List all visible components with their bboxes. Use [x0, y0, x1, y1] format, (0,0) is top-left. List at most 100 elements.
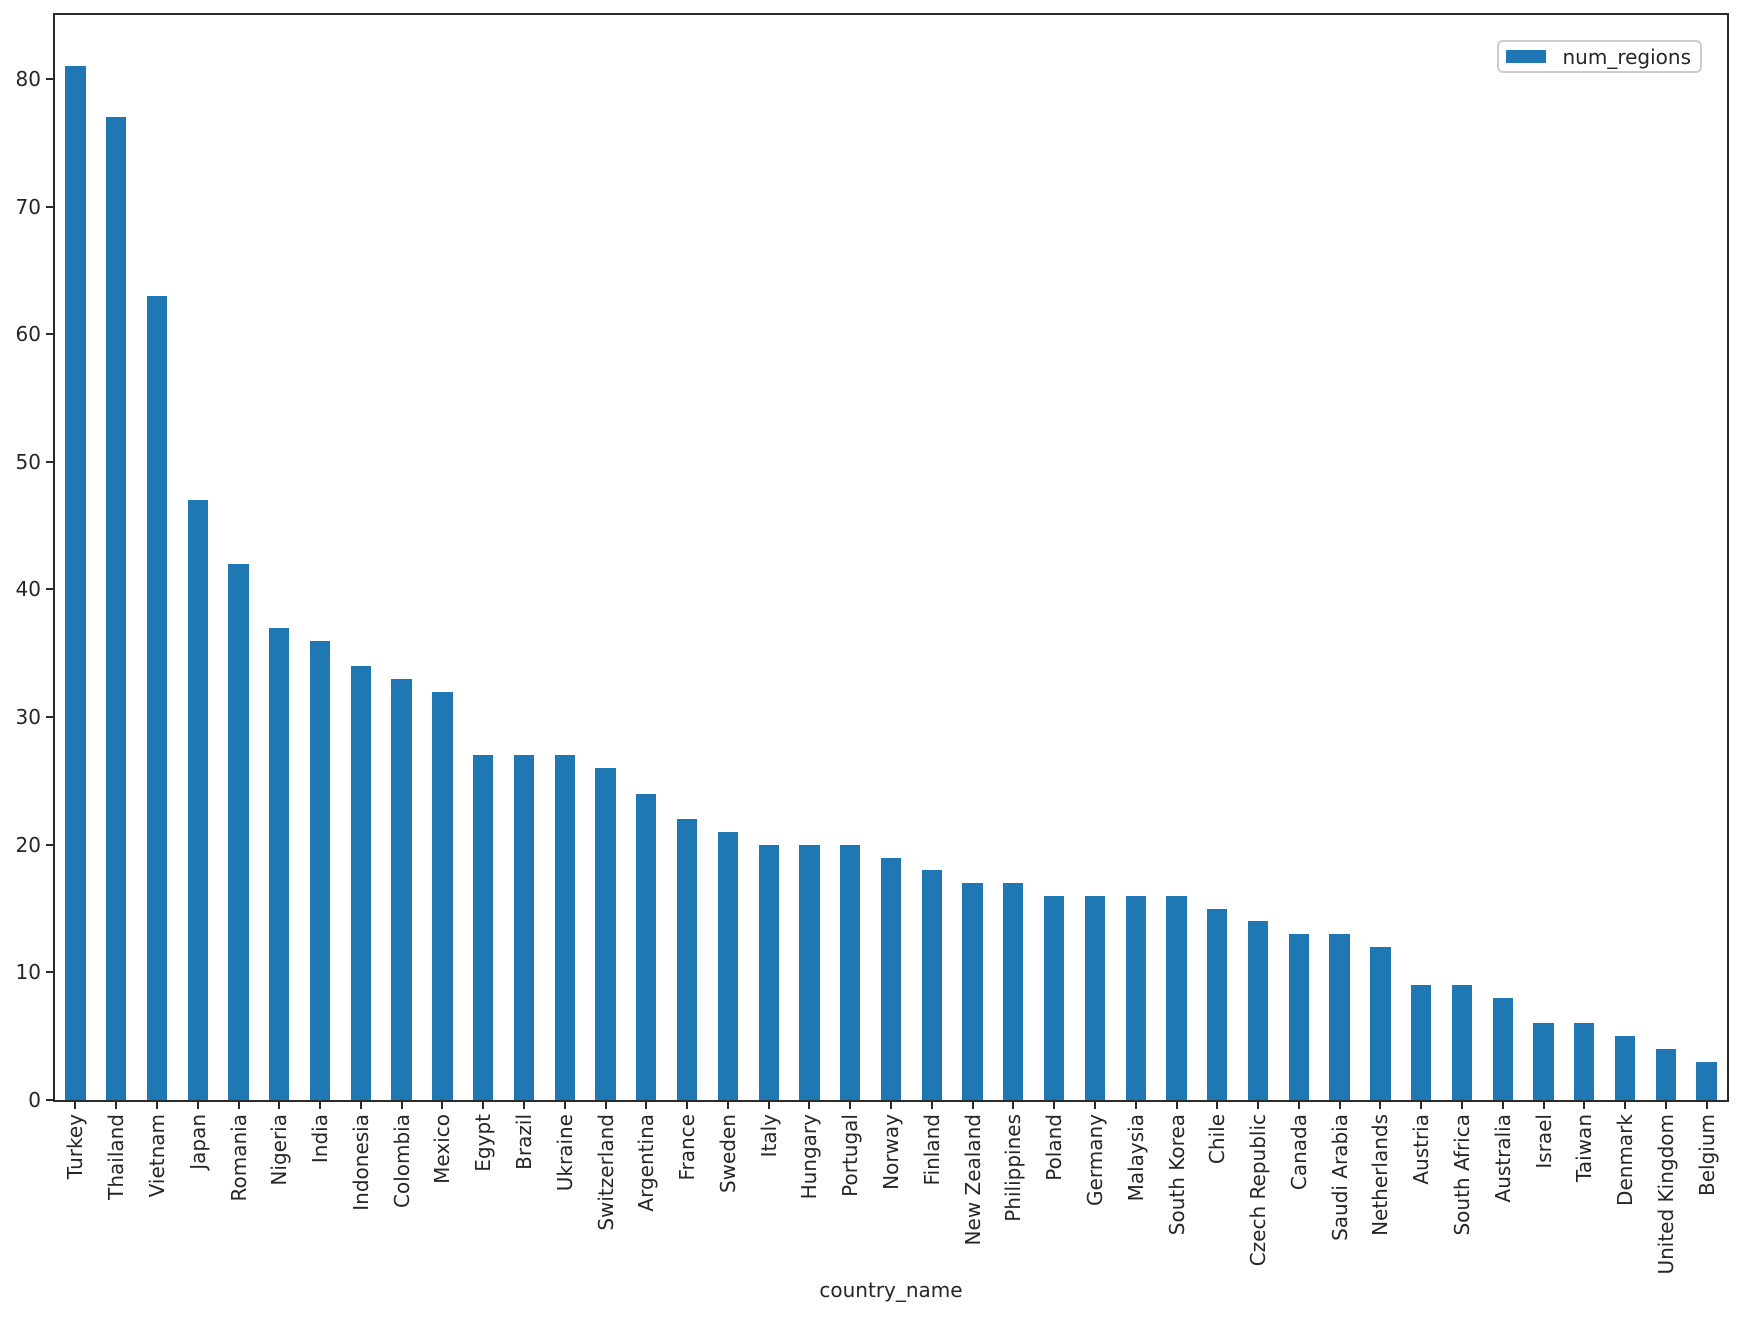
- bar: [1288, 934, 1309, 1100]
- x-tick-mark: [1379, 1102, 1382, 1109]
- bar: [1370, 946, 1391, 1100]
- x-tick-mark: [237, 1102, 240, 1109]
- x-tick-mark: [1338, 1102, 1341, 1109]
- bar: [228, 563, 249, 1100]
- y-tick-label: 30: [15, 705, 41, 730]
- x-tick-mark: [1664, 1102, 1667, 1109]
- bar: [65, 66, 86, 1100]
- bar: [309, 640, 331, 1100]
- bar: [636, 793, 657, 1100]
- x-tick-label: South Africa: [1449, 1114, 1474, 1236]
- x-tick-label: Germany: [1082, 1114, 1107, 1206]
- y-tick-mark: [46, 1099, 53, 1101]
- bar: [1614, 1036, 1636, 1100]
- x-tick-label: Italy: [756, 1114, 781, 1158]
- x-tick-label: Israel: [1531, 1114, 1556, 1169]
- x-tick-mark: [1460, 1102, 1463, 1109]
- y-tick-mark: [46, 588, 53, 591]
- x-tick-mark: [686, 1102, 689, 1109]
- bar: [717, 831, 739, 1100]
- x-tick-label: Philippines: [1001, 1114, 1026, 1222]
- bar: [880, 857, 902, 1100]
- x-tick-label: Canada: [1286, 1114, 1311, 1191]
- bar: [146, 295, 168, 1100]
- bar: [1084, 895, 1106, 1100]
- x-tick-label: Australia: [1490, 1114, 1515, 1203]
- x-tick-mark: [1053, 1102, 1056, 1109]
- bar: [269, 627, 290, 1100]
- y-tick-mark: [46, 460, 53, 463]
- bar: [1574, 1023, 1595, 1100]
- legend-label: num_regions: [1562, 44, 1691, 69]
- bar: [840, 844, 861, 1100]
- x-tick-mark: [196, 1102, 199, 1109]
- x-tick-label: Thailand: [104, 1114, 129, 1200]
- x-tick-label: New Zealand: [960, 1114, 985, 1246]
- x-tick-mark: [849, 1102, 852, 1109]
- x-tick-mark: [808, 1102, 811, 1109]
- x-tick-label: India: [308, 1114, 333, 1164]
- y-tick-label: 20: [15, 832, 41, 857]
- x-tick-label: Austria: [1409, 1114, 1434, 1185]
- y-tick-label: 50: [15, 449, 41, 474]
- x-tick-label: Ukraine: [552, 1114, 577, 1192]
- bar: [1533, 1023, 1554, 1100]
- bar: [1696, 1061, 1717, 1100]
- y-tick-label: 40: [15, 577, 41, 602]
- x-tick-label: Portugal: [838, 1114, 863, 1197]
- x-tick-label: Sweden: [715, 1114, 740, 1194]
- x-tick-mark: [400, 1102, 403, 1109]
- bar: [758, 844, 779, 1100]
- x-tick-label: Egypt: [471, 1114, 496, 1172]
- x-tick-label: Japan: [185, 1114, 210, 1170]
- x-tick-label: Colombia: [389, 1114, 414, 1208]
- bar: [1655, 1048, 1676, 1100]
- bar: [799, 844, 820, 1100]
- x-tick-mark: [890, 1102, 892, 1109]
- bar: [432, 691, 453, 1100]
- y-tick-mark: [46, 205, 53, 208]
- x-tick-mark: [767, 1102, 770, 1109]
- x-tick-mark: [1542, 1102, 1545, 1109]
- x-tick-label: Denmark: [1613, 1114, 1637, 1206]
- bar: [921, 870, 942, 1100]
- bar: [1451, 985, 1473, 1100]
- bar: [473, 755, 494, 1100]
- x-tick-mark: [1420, 1102, 1423, 1109]
- x-tick-label: France: [675, 1114, 700, 1181]
- legend-swatch-num-regions: [1506, 50, 1547, 63]
- bar: [1411, 985, 1432, 1100]
- bar: [1043, 895, 1065, 1100]
- x-tick-mark: [441, 1102, 444, 1109]
- x-tick-label: Vietnam: [145, 1114, 169, 1198]
- x-tick-label: Turkey: [63, 1114, 88, 1180]
- x-tick-mark: [74, 1102, 77, 1109]
- x-tick-label: Norway: [879, 1114, 903, 1190]
- bar: [554, 755, 575, 1100]
- y-tick-mark: [46, 843, 53, 846]
- x-tick-mark: [1297, 1102, 1300, 1109]
- x-tick-label: Indonesia: [348, 1114, 373, 1211]
- x-tick-mark: [319, 1102, 322, 1109]
- bar: [1247, 921, 1269, 1100]
- x-tick-mark: [1705, 1102, 1708, 1109]
- bar: [187, 500, 208, 1100]
- x-tick-label: Netherlands: [1368, 1114, 1393, 1236]
- x-tick-mark: [156, 1102, 158, 1109]
- bar: [1003, 883, 1024, 1100]
- x-tick-label: Hungary: [797, 1114, 822, 1200]
- y-tick-mark: [46, 77, 53, 80]
- x-tick-label: Romania: [226, 1114, 251, 1202]
- x-tick-label: Belgium: [1694, 1114, 1719, 1196]
- x-tick-label: United Kingdom: [1653, 1114, 1678, 1275]
- y-tick-label: 70: [15, 194, 41, 219]
- x-tick-mark: [1501, 1102, 1504, 1109]
- x-tick-label: Poland: [1042, 1114, 1067, 1181]
- legend: num_regions: [1497, 40, 1702, 73]
- x-tick-mark: [1175, 1102, 1178, 1109]
- bar: [350, 666, 372, 1100]
- x-tick-mark: [359, 1102, 362, 1109]
- bar: [106, 117, 127, 1100]
- y-tick-label: 80: [15, 66, 41, 91]
- bar: [513, 755, 535, 1100]
